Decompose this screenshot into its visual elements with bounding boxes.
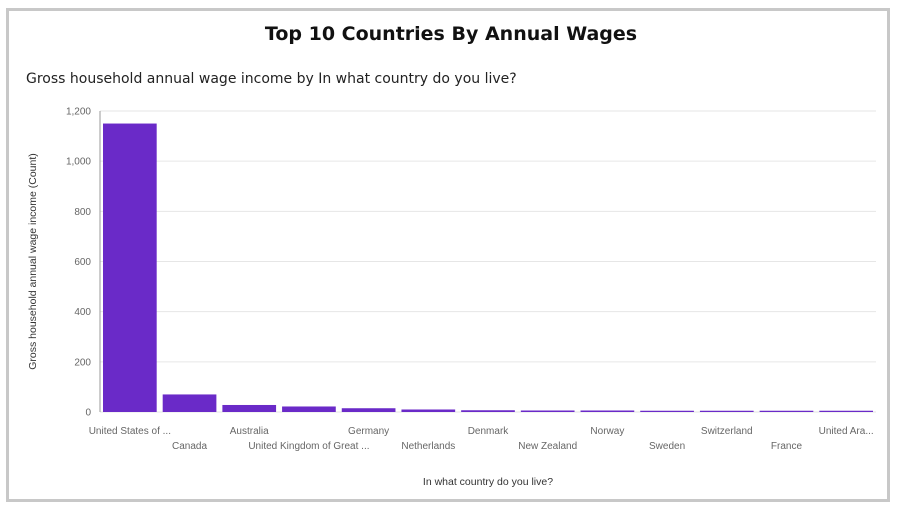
bar [341,408,396,412]
bars [103,123,873,413]
bar [222,404,277,412]
x-tick-labels: United States of ...Canada Australia Unite… [89,426,874,452]
x-tick-label: United Kingdom of Great ... [248,441,369,452]
y-tick-labels: 0 200 400 600 800 1,000 1,200 [66,107,91,419]
x-tick-label: France [771,441,803,452]
bar [580,410,635,412]
y-tick-label: 0 [85,408,91,419]
chart-title: Top 10 Countries By Annual Wages [264,23,638,45]
x-tick-label: Canada [172,441,207,452]
bar [640,410,694,412]
y-tick-label: 800 [74,207,91,218]
y-tick-label: 600 [74,257,91,268]
x-tick-label: Norway [590,426,624,437]
x-tick-label: Switzerland [701,426,753,437]
y-tick-label: 200 [74,357,91,368]
grid-lines [100,110,876,413]
x-tick-label: Denmark [468,426,510,437]
x-tick-label: Netherlands [401,441,455,452]
x-tick-label: United States of ... [89,426,171,437]
y-tick-label: 1,000 [66,157,91,168]
y-tick-label: 1,200 [66,107,91,118]
bar [699,410,754,412]
x-axis-title: In what country do you live? [423,476,553,488]
y-tick-label: 400 [74,307,91,318]
y-axis-title: Gross household annual wage income (Coun… [27,153,39,370]
bar [461,410,515,412]
x-tick-label: United Ara... [819,426,874,437]
x-tick-label: Australia [230,426,269,437]
bar [401,409,456,412]
bar [520,410,575,412]
bar [819,410,873,412]
bar [759,410,814,412]
x-tick-label: New Zealand [518,441,577,452]
chart-subtitle: Gross household annual wage income by In… [26,71,517,87]
bar [103,123,157,413]
x-tick-label: Sweden [649,441,685,452]
x-tick-label: Germany [348,426,389,437]
bar [282,406,336,412]
bar [162,394,217,412]
